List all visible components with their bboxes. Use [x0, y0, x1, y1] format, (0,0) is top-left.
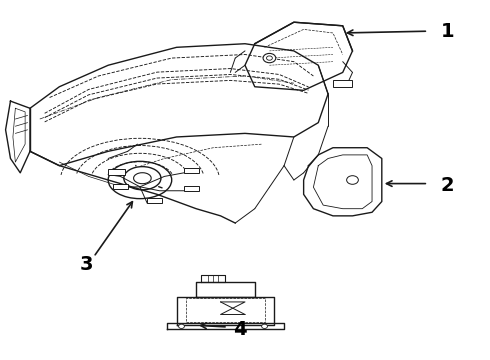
Bar	[184, 186, 198, 191]
Circle shape	[262, 324, 268, 328]
Text: 4: 4	[233, 320, 247, 339]
Text: 2: 2	[441, 176, 455, 195]
Circle shape	[346, 176, 358, 184]
Bar	[147, 198, 162, 203]
Circle shape	[178, 324, 184, 328]
Bar	[113, 184, 128, 189]
Bar	[184, 168, 198, 173]
Bar	[333, 80, 352, 87]
Text: 1: 1	[441, 22, 455, 41]
Bar	[108, 169, 125, 175]
Circle shape	[263, 53, 276, 63]
Text: 3: 3	[79, 255, 93, 274]
